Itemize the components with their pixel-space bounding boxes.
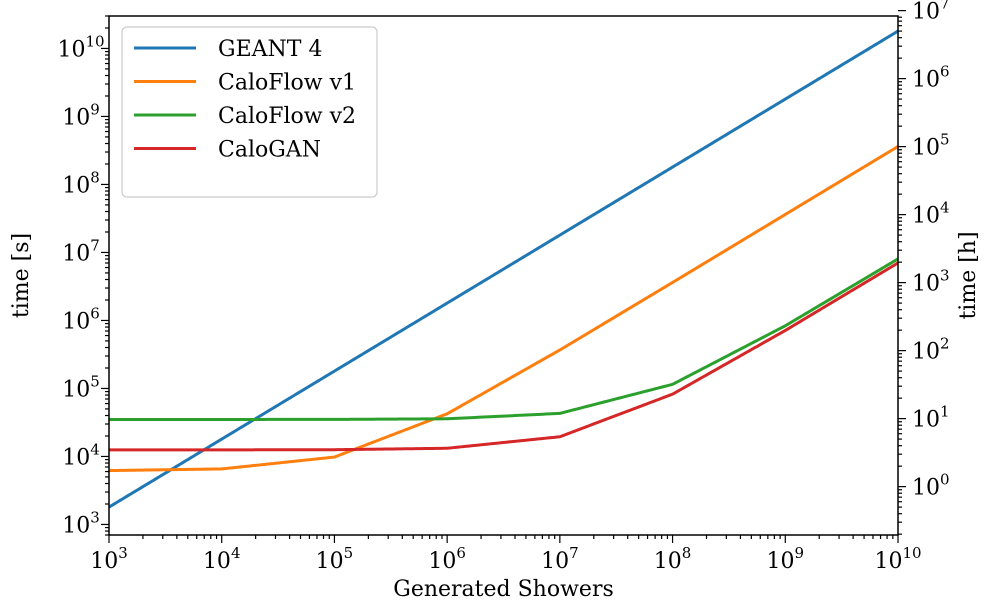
series-line-1 [109, 145, 898, 473]
y-right-tick-label: 104 [912, 199, 950, 229]
x-tick-label: 109 [767, 544, 805, 574]
y-tick-label: 105 [62, 372, 100, 402]
y-axis-right-title: time [h] [956, 231, 981, 319]
y-right-tick-label: 102 [912, 335, 950, 365]
x-tick-label: 106 [428, 544, 466, 574]
x-tick-label: 1010 [874, 544, 921, 574]
y-tick-label: 1010 [57, 32, 104, 62]
y-tick-label: 103 [62, 508, 100, 538]
x-tick-label: 104 [203, 544, 241, 574]
y-tick-label: 109 [62, 100, 100, 130]
series-line-0 [109, 29, 898, 509]
y-tick-label: 104 [62, 440, 100, 470]
legend-label: CaloFlow v1 [218, 71, 356, 96]
legend-label: CaloFlow v2 [218, 104, 356, 129]
legend-label: GEANT 4 [218, 37, 322, 62]
series-line-2 [109, 257, 898, 421]
plot-frame [108, 15, 899, 536]
legend-box [121, 26, 378, 198]
y-right-tick-label: 107 [912, 0, 950, 25]
x-tick-label: 108 [654, 544, 692, 574]
y-right-tick-label: 105 [912, 131, 950, 161]
y-right-tick-label: 103 [912, 267, 950, 297]
y-right-tick-label: 100 [912, 471, 950, 501]
y-tick-label: 106 [62, 304, 100, 334]
y-right-tick-label: 101 [912, 403, 950, 433]
series-line-3 [109, 261, 898, 452]
legend-label: CaloGAN [218, 138, 321, 163]
y-tick-label: 107 [62, 236, 100, 266]
y-tick-label: 108 [62, 168, 100, 198]
x-tick-label: 107 [541, 544, 579, 574]
x-axis-title: Generated Showers [393, 577, 614, 602]
x-tick-label: 103 [90, 544, 128, 574]
x-tick-label: 105 [316, 544, 354, 574]
y-right-tick-label: 106 [912, 63, 950, 93]
y-axis-title: time [s] [9, 233, 34, 318]
